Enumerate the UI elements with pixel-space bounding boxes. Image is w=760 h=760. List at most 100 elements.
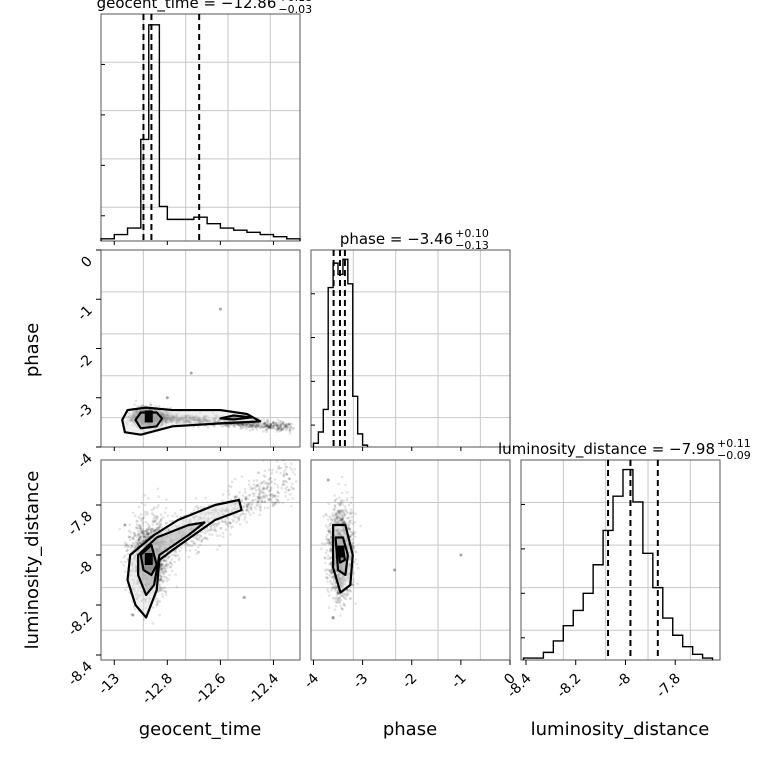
- sample-point: [331, 571, 334, 575]
- sample-point: [123, 545, 127, 548]
- sample-point: [245, 507, 249, 511]
- sample-point: [276, 424, 279, 428]
- sample-point: [280, 427, 284, 431]
- sample-point: [351, 511, 355, 514]
- sample-point: [148, 528, 151, 532]
- sample-point: [154, 516, 157, 519]
- sample-point: [133, 514, 137, 517]
- sample-point: [168, 519, 172, 523]
- sample-point: [283, 483, 286, 486]
- sample-point: [330, 575, 333, 578]
- sample-point: [149, 530, 153, 533]
- sample-point: [278, 426, 282, 429]
- sample-point: [146, 536, 150, 539]
- sample-point: [267, 468, 271, 471]
- sample-point: [243, 488, 247, 491]
- sample-point: [148, 532, 151, 536]
- sample-point: [221, 535, 225, 539]
- sample-point: [139, 529, 142, 533]
- sample-point: [143, 532, 146, 536]
- sample-point: [336, 509, 340, 513]
- sample-point: [329, 529, 333, 533]
- sample-point: [258, 492, 262, 496]
- sample-point: [279, 471, 282, 475]
- histogram-line: [100, 24, 301, 241]
- sample-point: [274, 494, 278, 498]
- sample-point: [150, 532, 154, 535]
- sample-point: [221, 520, 224, 523]
- sample-point: [245, 505, 248, 508]
- sample-point: [336, 515, 339, 519]
- sample-point: [143, 536, 146, 539]
- sample-point: [234, 423, 237, 426]
- sample-point: [282, 479, 286, 483]
- sample-point: [173, 560, 177, 564]
- sample-point: [286, 498, 290, 501]
- sample-point: [263, 500, 267, 504]
- sample-point: [192, 542, 196, 546]
- sample-point: [137, 515, 140, 519]
- sample-point: [158, 578, 161, 582]
- sample-point: [158, 525, 161, 529]
- sample-point: [175, 585, 179, 589]
- sample-point: [162, 571, 165, 574]
- sample-point: [232, 513, 235, 517]
- sample-point: [269, 423, 273, 426]
- sample-point: [157, 525, 160, 528]
- sample-point: [293, 467, 297, 471]
- sample-point: [136, 544, 140, 547]
- sample-point: [169, 565, 172, 569]
- sample-point: [164, 593, 168, 596]
- sample-point: [283, 423, 287, 427]
- sample-point: [347, 520, 351, 523]
- sample-point: [154, 404, 157, 408]
- sample-point: [143, 535, 147, 539]
- sample-point: [249, 425, 252, 428]
- sample-point: [160, 575, 164, 579]
- sample-point: [145, 510, 149, 514]
- sample-point: [282, 420, 285, 424]
- sample-point: [120, 560, 123, 564]
- sample-point: [135, 542, 139, 546]
- sample-point: [261, 488, 265, 491]
- panel-title-main: phase = −3.46: [340, 230, 453, 248]
- sample-point: [277, 427, 281, 430]
- sample-point: [344, 594, 348, 597]
- sample-point: [229, 521, 232, 525]
- sample-point: [143, 534, 147, 537]
- sample-point: [262, 460, 265, 462]
- sample-point: [160, 560, 163, 563]
- sample-point: [264, 425, 267, 428]
- sample-point: [330, 582, 334, 586]
- sample-point: [244, 425, 247, 429]
- sample-point: [244, 495, 247, 499]
- sample-point: [353, 550, 356, 553]
- sample-point: [266, 485, 270, 489]
- sample-point: [284, 468, 287, 472]
- sample-point: [287, 423, 290, 426]
- sample-point: [344, 520, 347, 524]
- sample-point: [276, 499, 280, 502]
- sample-point: [255, 484, 259, 487]
- sample-point: [200, 539, 203, 543]
- sample-point: [229, 485, 233, 489]
- sample-point: [267, 497, 270, 500]
- sample-point: [157, 527, 160, 530]
- sample-point: [294, 480, 298, 483]
- sample-point: [198, 535, 202, 539]
- outlier-point: [242, 596, 246, 599]
- sample-point: [277, 501, 281, 504]
- sample-point: [128, 523, 132, 527]
- sample-point: [169, 406, 172, 410]
- sample-point: [178, 549, 181, 553]
- sample-point: [283, 425, 286, 429]
- sample-point: [232, 518, 235, 522]
- sample-point: [247, 483, 251, 486]
- panel-title-upper: +0.11: [717, 437, 751, 450]
- sample-point: [268, 493, 272, 497]
- sample-point: [165, 566, 169, 569]
- sample-point: [241, 512, 245, 515]
- sample-point: [287, 488, 291, 492]
- sample-point: [146, 527, 149, 531]
- sample-point: [139, 526, 143, 530]
